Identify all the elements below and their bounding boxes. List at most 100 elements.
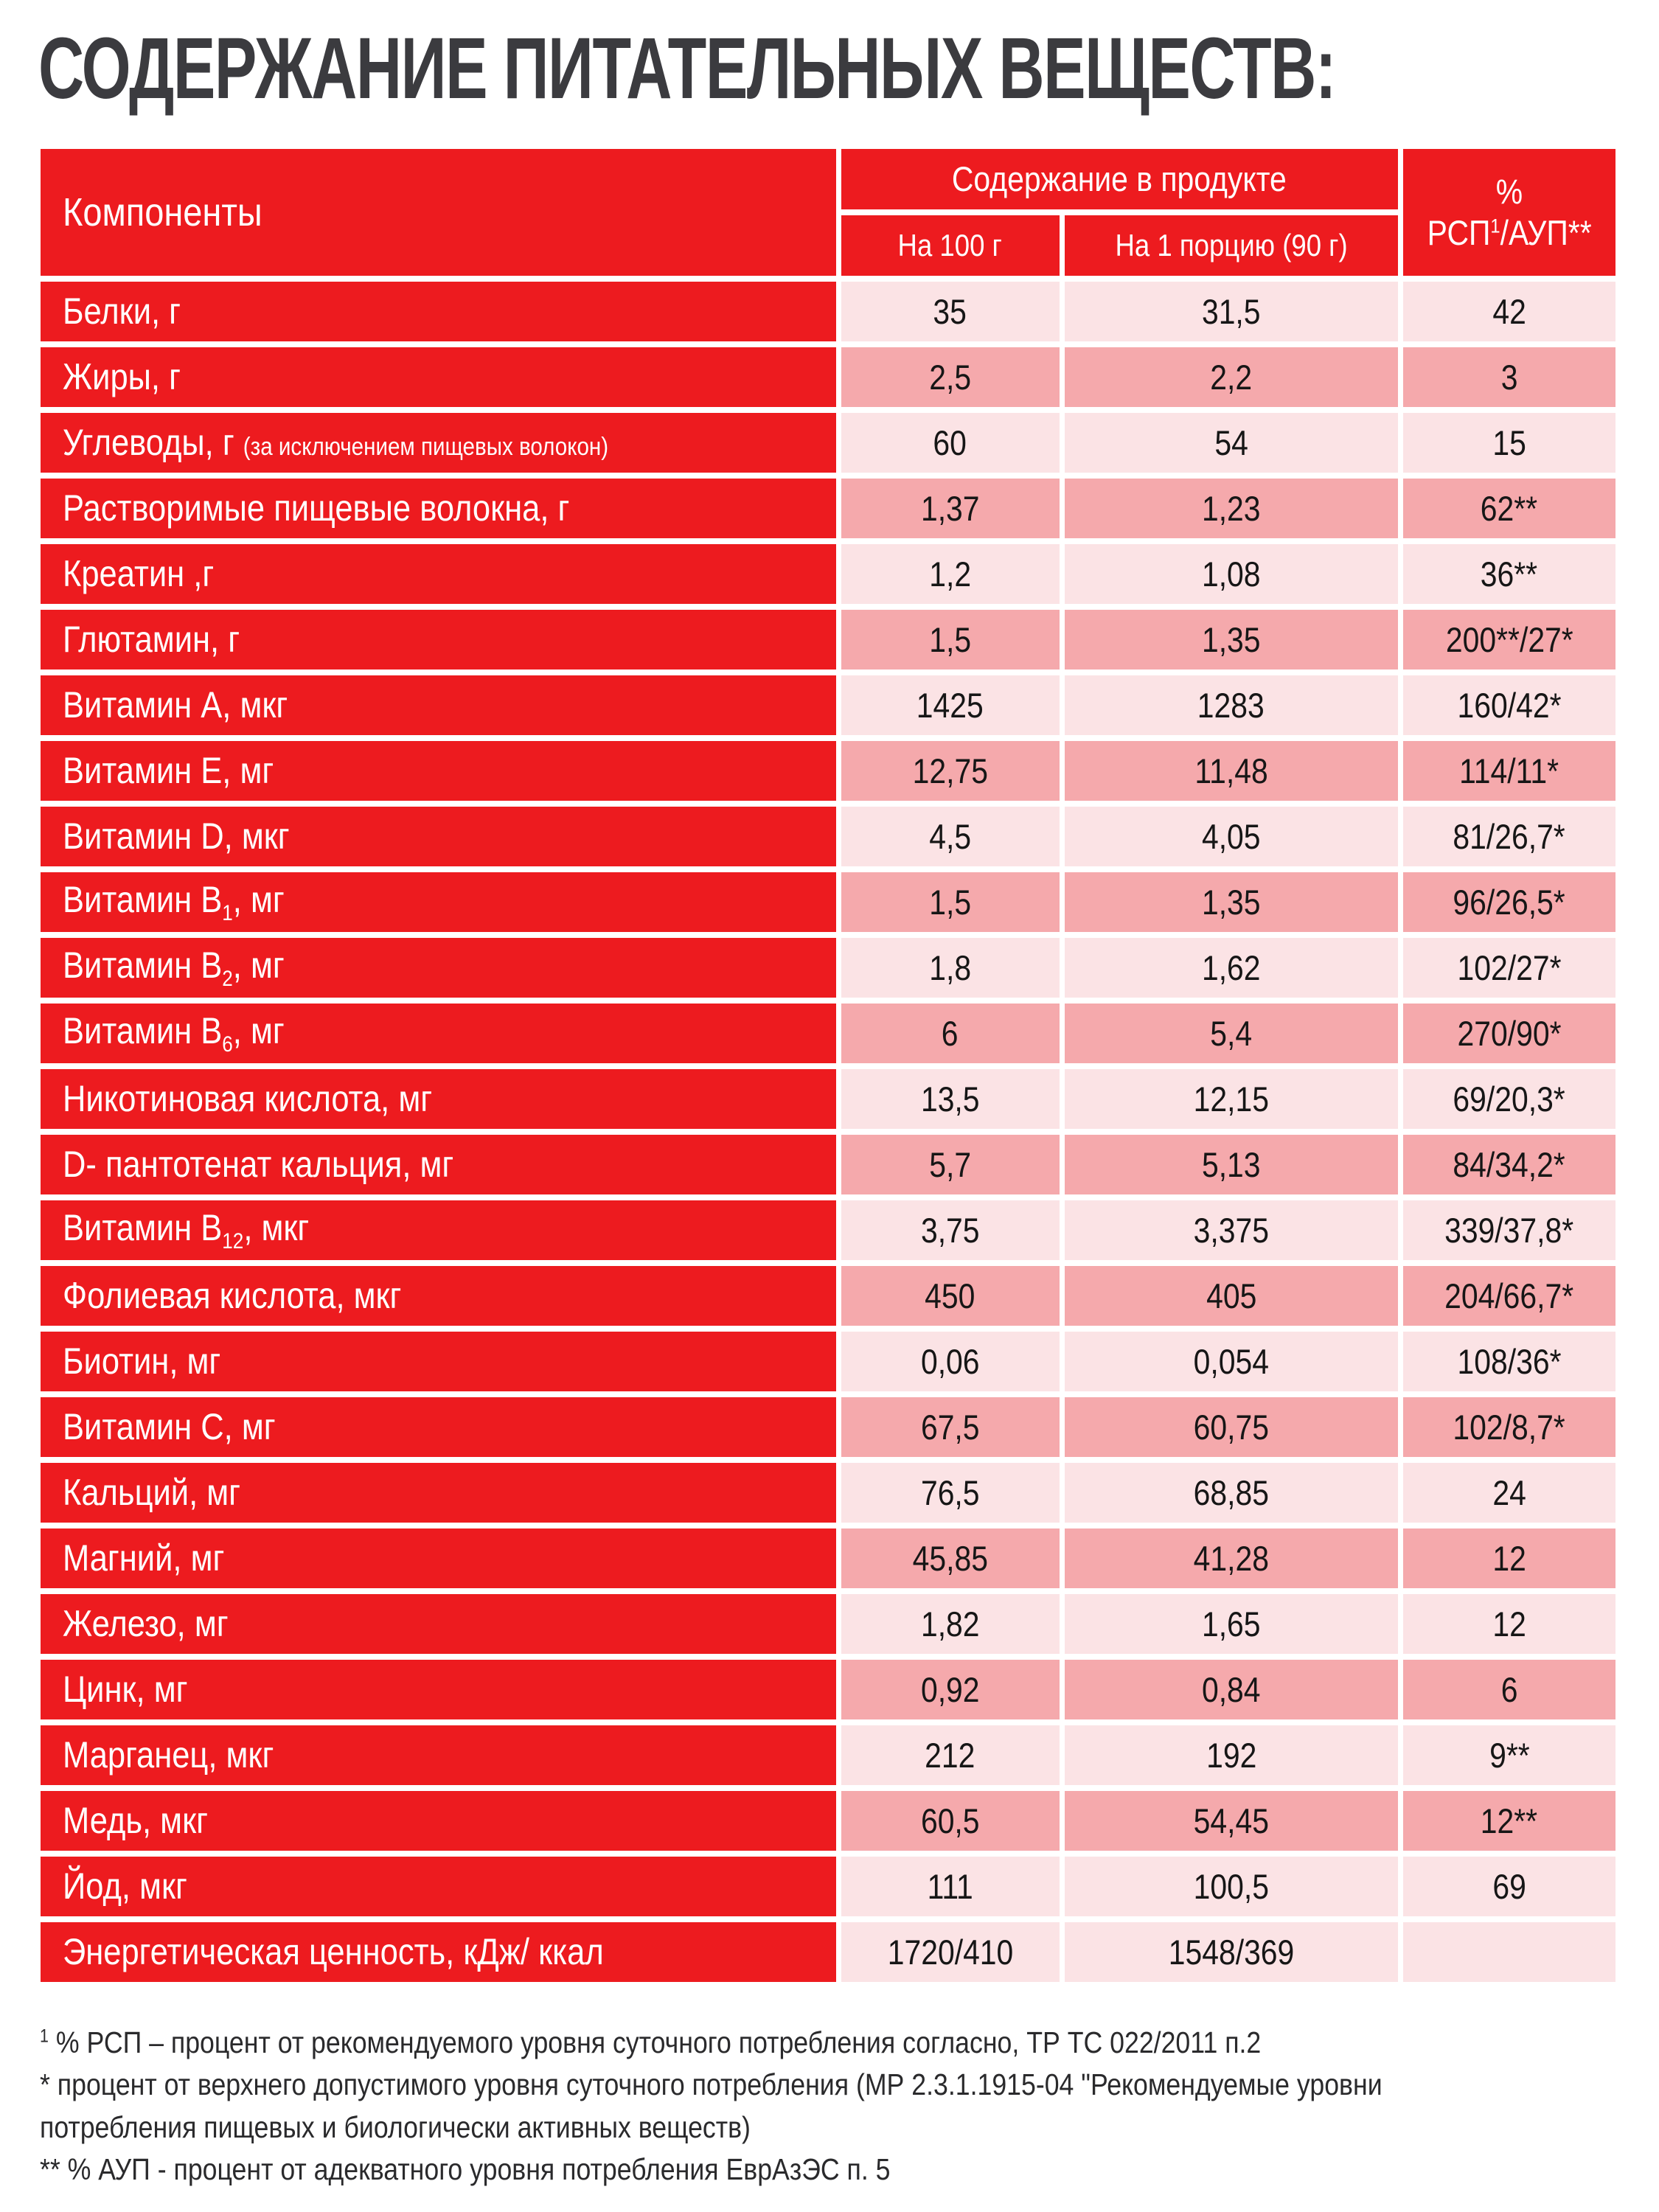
table-row: Железо, мг 1,82 1,65 12 [41, 1593, 1615, 1654]
value-per-100g: 13,5 [841, 1068, 1060, 1129]
value-per-100g: 1,82 [841, 1593, 1060, 1654]
component-label-cell: Никотиновая кислота, мг [41, 1068, 836, 1129]
component-label-text: Кальций, мг [63, 1472, 241, 1514]
header-percent-rsp-aup: % РСП1/АУП** [1402, 148, 1615, 276]
table-row: Глютамин, г 1,5 1,35 200**/27* [41, 609, 1615, 669]
component-label-text: D- пантотенат кальция, мг [63, 1144, 454, 1186]
table-row: Витамин С, мг 67,5 60,75 102/8,7* [41, 1397, 1615, 1457]
footnote-line: * процент от верхнего допустимого уровня… [40, 2067, 1382, 2102]
value-percent-rsp-aup: 270/90* [1402, 1003, 1615, 1063]
component-label-text: Витамин D, мкг [63, 815, 290, 858]
value-per-100g: 67,5 [841, 1397, 1060, 1457]
value-per-portion: 1,08 [1064, 543, 1398, 604]
value-per-100g: 3,75 [841, 1200, 1060, 1260]
table-row: Витамин В2, мг 1,8 1,62 102/27* [41, 937, 1615, 998]
component-label-cell: Креатин ,г [41, 543, 836, 604]
value-per-100g: 6 [841, 1003, 1060, 1063]
component-label-cell: Жиры, г [41, 347, 836, 407]
component-label-text: Белки, г [63, 291, 181, 333]
page-title-text: СОДЕРЖАНИЕ ПИТАТЕЛЬНЫХ ВЕЩЕСТВ: [38, 20, 1337, 117]
value-per-portion: 41,28 [1064, 1528, 1398, 1588]
value-per-100g: 1425 [841, 675, 1060, 735]
component-label-text: Биотин, мг [63, 1340, 221, 1382]
table-row: Витамин А, мкг 1425 1283 160/42* [41, 675, 1615, 735]
value-per-portion: 5,13 [1064, 1134, 1398, 1194]
value-percent-rsp-aup: 3 [1402, 347, 1615, 407]
value-per-100g: 450 [841, 1265, 1060, 1326]
table-header: Компоненты Содержание в продукте % РСП1/… [41, 148, 1615, 276]
value-per-portion: 4,05 [1064, 806, 1398, 866]
value-per-portion: 12,15 [1064, 1068, 1398, 1129]
component-label-text: Витамин С, мг [63, 1406, 276, 1448]
value-per-portion: 54 [1064, 412, 1398, 473]
header-percent-detail: РСП1/АУП** [1427, 212, 1592, 252]
value-per-100g: 5,7 [841, 1134, 1060, 1194]
component-label-text: Витамин В12, мкг [63, 1206, 310, 1253]
value-percent-rsp-aup: 339/37,8* [1402, 1200, 1615, 1260]
value-per-portion: 1,62 [1064, 937, 1398, 998]
component-label-cell: Глютамин, г [41, 609, 836, 669]
header-components: Компоненты [41, 148, 836, 276]
component-label-text: Медь, мкг [63, 1800, 208, 1842]
component-label-cell: D- пантотенат кальция, мг [41, 1134, 836, 1194]
value-percent-rsp-aup: 12 [1402, 1528, 1615, 1588]
header-content-group: Содержание в продукте [841, 148, 1398, 209]
component-label-cell: Витамин А, мкг [41, 675, 836, 735]
value-percent-rsp-aup: 15 [1402, 412, 1615, 473]
component-label-cell: Железо, мг [41, 1593, 836, 1654]
value-per-100g: 60 [841, 412, 1060, 473]
component-label-cell: Витамин В1, мг [41, 872, 836, 932]
component-label-text: Креатин ,г [63, 553, 215, 595]
value-percent-rsp-aup: 108/36* [1402, 1331, 1615, 1391]
component-label-text: Йод, мкг [63, 1865, 187, 1907]
table-row: Марганец, мкг 212 192 9** [41, 1725, 1615, 1785]
value-per-100g: 1720/410 [841, 1921, 1060, 1982]
component-label-cell: Белки, г [41, 281, 836, 341]
table-row: Белки, г 35 31,5 42 [41, 281, 1615, 341]
table-row: Биотин, мг 0,06 0,054 108/36* [41, 1331, 1615, 1391]
value-per-100g: 1,37 [841, 478, 1060, 538]
value-per-100g: 1,5 [841, 872, 1060, 932]
value-per-portion: 0,84 [1064, 1659, 1398, 1719]
value-per-portion: 100,5 [1064, 1856, 1398, 1916]
value-per-portion: 68,85 [1064, 1462, 1398, 1523]
table-row: Медь, мкг 60,5 54,45 12** [41, 1790, 1615, 1851]
header-per-portion: На 1 порцию (90 г) [1064, 215, 1398, 276]
value-per-portion: 1548/369 [1064, 1921, 1398, 1982]
component-label-cell: Витамин С, мг [41, 1397, 836, 1457]
value-per-100g: 2,5 [841, 347, 1060, 407]
header-row-top: Компоненты Содержание в продукте % РСП1/… [41, 148, 1615, 276]
value-per-portion: 5,4 [1064, 1003, 1398, 1063]
table-row: Энергетическая ценность, кДж/ ккал 1720/4… [41, 1921, 1615, 1982]
nutrition-table: Компоненты Содержание в продукте % РСП1/… [35, 143, 1621, 1988]
value-per-100g: 4,5 [841, 806, 1060, 866]
value-per-portion: 31,5 [1064, 281, 1398, 341]
table-row: Жиры, г 2,5 2,2 3 [41, 347, 1615, 407]
table-row: Углеводы, г (за исключением пищевых воло… [41, 412, 1615, 473]
component-label-text: Цинк, мг [63, 1669, 188, 1711]
value-percent-rsp-aup: 12** [1402, 1790, 1615, 1851]
value-per-portion: 1,35 [1064, 609, 1398, 669]
table-row: Цинк, мг 0,92 0,84 6 [41, 1659, 1615, 1719]
value-per-portion: 0,054 [1064, 1331, 1398, 1391]
value-percent-rsp-aup: 24 [1402, 1462, 1615, 1523]
footnote-line: ** % АУП - процент от адекватного уровня… [40, 2152, 891, 2187]
value-per-portion: 2,2 [1064, 347, 1398, 407]
header-percent-symbol: % [1495, 172, 1523, 212]
value-per-100g: 45,85 [841, 1528, 1060, 1588]
label-subscript: 1 [222, 900, 233, 925]
value-per-100g: 1,8 [841, 937, 1060, 998]
value-per-portion: 54,45 [1064, 1790, 1398, 1851]
table-row: D- пантотенат кальция, мг 5,7 5,13 84/34,2* [41, 1134, 1615, 1194]
table-row: Креатин ,г 1,2 1,08 36** [41, 543, 1615, 604]
value-percent-rsp-aup: 84/34,2* [1402, 1134, 1615, 1194]
value-percent-rsp-aup: 42 [1402, 281, 1615, 341]
component-label-text: Витамин А, мкг [63, 684, 288, 726]
value-per-100g: 76,5 [841, 1462, 1060, 1523]
component-label-cell: Витамин Е, мг [41, 740, 836, 801]
label-subscript: 6 [222, 1032, 233, 1057]
value-percent-rsp-aup: 81/26,7* [1402, 806, 1615, 866]
table-row: Витамин В12, мкг 3,75 3,375 339/37,8* [41, 1200, 1615, 1260]
component-label-text: Витамин В2, мг [63, 944, 285, 991]
